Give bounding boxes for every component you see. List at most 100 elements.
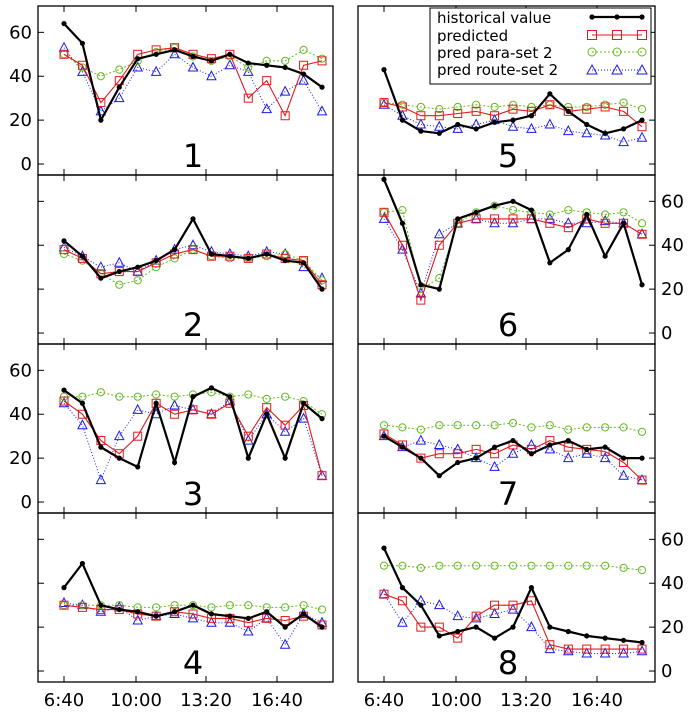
data-point-predicted [170, 409, 180, 419]
y-tick-label: 60 [9, 360, 32, 381]
data-point-route [242, 65, 254, 76]
data-point-historical [418, 602, 424, 608]
legend-swatch-route [586, 63, 648, 75]
data-point-historical [491, 635, 498, 641]
data-point-route [544, 118, 556, 129]
panel-number-label: 8 [498, 644, 518, 682]
data-point-predicted [225, 49, 235, 59]
panel-1: 0 20 40 60 1 [9, 5, 334, 176]
data-point-historical [98, 602, 104, 608]
data-point-route [415, 434, 427, 445]
data-point-route [132, 614, 144, 625]
data-point-para [490, 421, 499, 430]
data-point-route [58, 241, 70, 252]
series-historical [381, 433, 645, 479]
data-point-para [453, 421, 462, 430]
data-point-predicted [619, 218, 629, 228]
data-point-historical [418, 455, 424, 461]
data-point-historical [190, 602, 196, 608]
data-point-para [637, 105, 647, 114]
data-point-historical [319, 84, 325, 90]
y-tick-label: 20 [9, 110, 32, 131]
data-point-historical [473, 209, 479, 215]
data-point-historical [491, 203, 498, 209]
series-line-para [383, 422, 643, 433]
series-line-para [384, 565, 643, 571]
data-point-para [416, 102, 425, 112]
series-line-para [64, 391, 323, 415]
data-point-para [133, 392, 142, 401]
data-point-historical [602, 444, 608, 450]
series-historical [61, 385, 325, 470]
data-point-predicted [490, 600, 500, 610]
data-point-route [169, 48, 180, 59]
data-point-para [281, 392, 290, 401]
data-point-para [416, 563, 425, 572]
data-point-route [279, 425, 291, 436]
series-line-predicted [383, 212, 643, 302]
data-point-para [115, 280, 124, 289]
data-point-predicted [582, 644, 592, 654]
data-point-historical [61, 238, 67, 244]
data-point-predicted [379, 589, 389, 599]
data-point-route [95, 474, 107, 485]
data-point-para [619, 563, 628, 572]
data-point-para [619, 98, 628, 107]
legend-label-route: pred route-set 2 [437, 61, 558, 79]
data-point-predicted [582, 104, 592, 114]
panel-4: 4 [37, 512, 334, 683]
data-point-historical [620, 455, 627, 461]
data-point-route [206, 70, 217, 81]
data-point-historical [418, 128, 424, 134]
data-point-route [544, 212, 556, 223]
y-tick-label: 40 [661, 235, 684, 256]
data-point-historical [528, 451, 535, 457]
series-line-para [63, 249, 323, 286]
data-point-predicted [471, 444, 481, 454]
data-point-historical [620, 637, 627, 643]
data-point-route [562, 645, 574, 656]
data-point-route [113, 430, 125, 441]
data-point-historical [171, 47, 178, 53]
data-point-historical [436, 130, 442, 136]
data-point-route [95, 605, 107, 616]
y-tick-label: 60 [661, 191, 684, 212]
data-point-historical [98, 444, 104, 450]
data-point-route [77, 419, 88, 430]
data-point-historical [264, 609, 270, 615]
data-point-predicted [471, 611, 481, 621]
data-point-para [601, 423, 610, 432]
series-line-predicted [383, 433, 643, 481]
data-point-historical [639, 282, 645, 288]
data-point-historical [455, 216, 461, 222]
x-tick-label: 6:40 [364, 690, 404, 711]
data-point-para [379, 421, 389, 430]
data-point-historical [245, 615, 251, 621]
data-point-route [187, 61, 199, 72]
data-point-historical [300, 71, 307, 77]
legend-entry-predicted: predicted [437, 27, 647, 45]
series-para [379, 561, 647, 575]
data-point-route [132, 403, 144, 414]
series-route [58, 41, 328, 116]
legend-entry-historical: historical value [437, 9, 645, 27]
data-point-historical [547, 442, 553, 448]
data-point-route [187, 239, 199, 250]
data-point-route [433, 438, 445, 449]
series-para [379, 418, 647, 436]
series-line-route [63, 602, 323, 646]
data-point-para [545, 421, 554, 430]
data-point-historical [639, 639, 645, 646]
data-point-historical [319, 286, 325, 292]
data-point-historical [620, 220, 627, 226]
panel-8: 0 20 40 60 8 [357, 512, 684, 683]
series-historical [381, 67, 645, 136]
data-point-predicted [188, 245, 198, 255]
data-point-historical [208, 58, 215, 64]
data-point-predicted [637, 475, 647, 485]
legend-label-predicted: predicted [437, 27, 508, 45]
data-point-historical [190, 216, 196, 222]
data-point-historical [381, 433, 387, 439]
data-point-historical [300, 611, 307, 617]
data-point-route [526, 621, 537, 632]
